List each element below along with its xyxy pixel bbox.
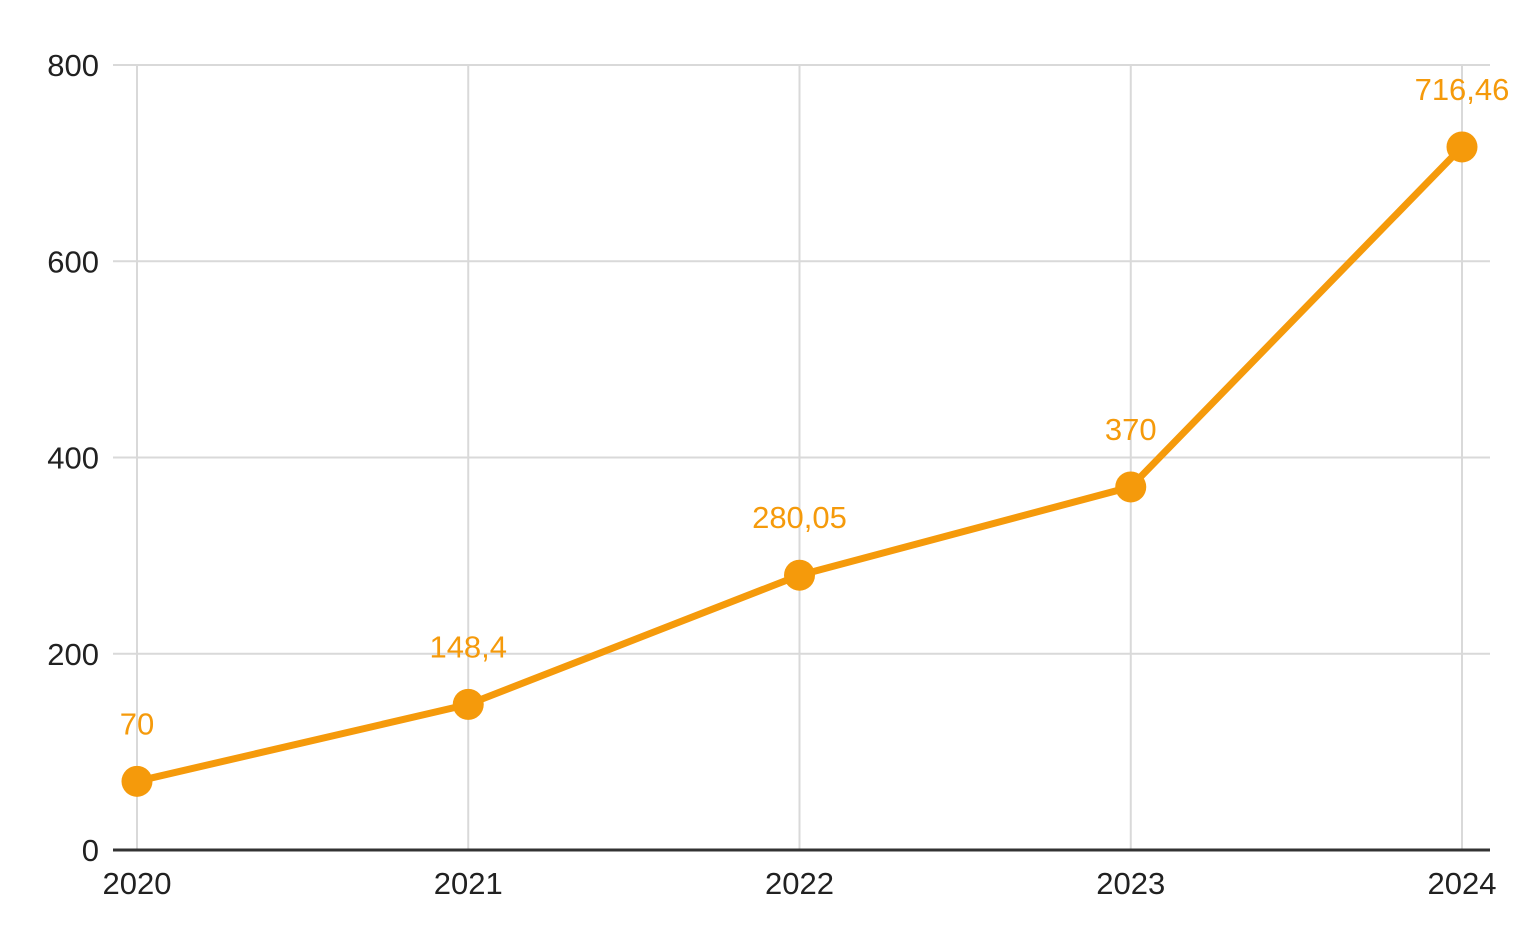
data-point xyxy=(1115,471,1147,503)
y-tick-label: 200 xyxy=(47,637,99,672)
data-point-label: 370 xyxy=(1105,412,1157,447)
y-tick-label: 600 xyxy=(47,244,99,279)
data-point xyxy=(452,688,484,720)
x-tick-label: 2024 xyxy=(1428,866,1497,901)
y-tick-label: 400 xyxy=(47,441,99,476)
data-point-label: 70 xyxy=(120,706,154,741)
data-point xyxy=(121,765,153,797)
data-point-label: 716,46 xyxy=(1415,72,1510,107)
x-tick-label: 2020 xyxy=(103,866,172,901)
data-point-label: 280,05 xyxy=(752,500,847,535)
y-tick-label: 0 xyxy=(82,833,99,868)
data-point-label: 148,4 xyxy=(429,629,507,664)
x-tick-label: 2021 xyxy=(434,866,503,901)
y-tick-label: 800 xyxy=(47,48,99,83)
x-tick-label: 2023 xyxy=(1096,866,1165,901)
x-tick-label: 2022 xyxy=(765,866,834,901)
data-point xyxy=(1446,131,1478,163)
data-point xyxy=(784,559,815,591)
